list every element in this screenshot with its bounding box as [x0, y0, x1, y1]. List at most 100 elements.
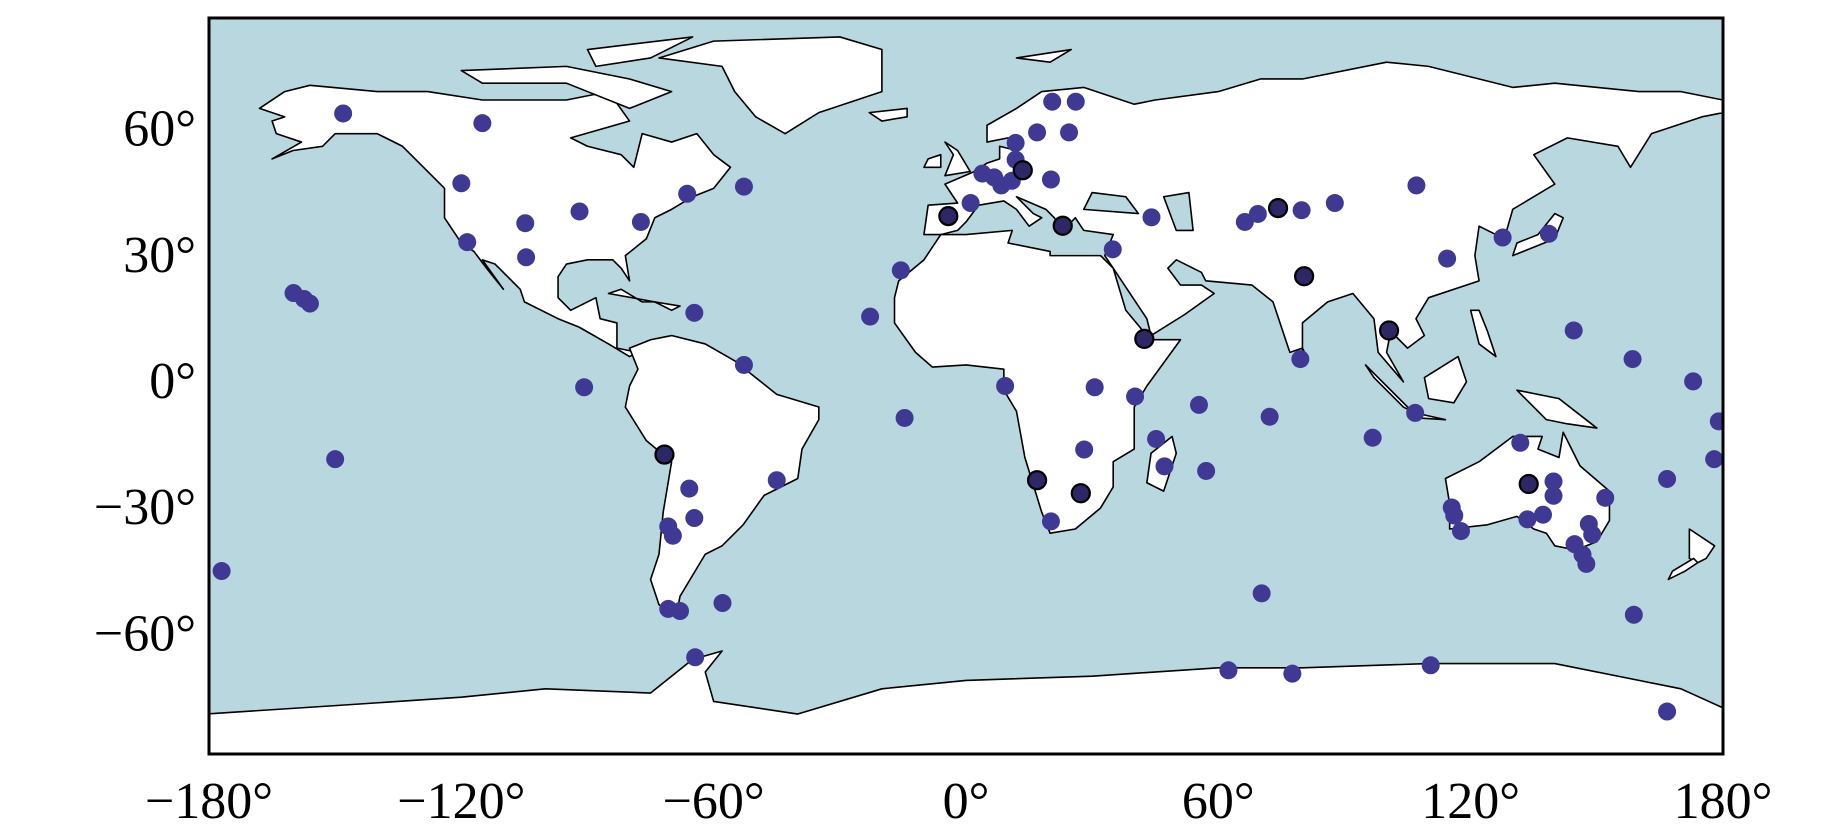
- station-point: [1026, 470, 1048, 491]
- station-point: [473, 114, 492, 133]
- station-point: [1325, 194, 1344, 213]
- philippines: [1471, 310, 1496, 356]
- cuba: [609, 289, 655, 302]
- station-point: [1041, 170, 1060, 189]
- x-tick-label: 120°: [1421, 773, 1520, 827]
- station-point: [1248, 204, 1267, 223]
- station-point: [1709, 412, 1723, 431]
- station-point: [654, 444, 675, 465]
- station-point: [1596, 488, 1615, 507]
- station-point: [663, 526, 682, 545]
- station-point: [1684, 372, 1703, 391]
- station-point: [1103, 240, 1122, 259]
- station-point: [1493, 228, 1512, 247]
- svalbard: [1016, 50, 1071, 63]
- x-tick-label: −120°: [397, 773, 525, 827]
- station-point: [1511, 433, 1530, 452]
- station-point: [891, 261, 910, 280]
- station-point: [1564, 321, 1583, 340]
- station-point: [1292, 201, 1311, 220]
- station-point: [517, 248, 536, 267]
- station-point: [516, 214, 535, 233]
- arctic-islands: [461, 66, 671, 108]
- station-point: [1291, 350, 1310, 369]
- station-point: [1451, 522, 1470, 541]
- plot-frame: [207, 16, 1725, 756]
- x-tick-label: 60°: [1182, 773, 1255, 827]
- land-group: [209, 37, 1723, 754]
- sumatra: [1366, 365, 1412, 411]
- station-point: [1197, 461, 1216, 480]
- station-point: [685, 303, 704, 322]
- station-point: [895, 408, 914, 427]
- station-point: [961, 194, 980, 213]
- x-tick-label: −60°: [663, 773, 765, 827]
- station-point: [1006, 133, 1025, 152]
- station-point: [1134, 328, 1155, 349]
- station-point: [1378, 320, 1400, 341]
- station-point: [1658, 702, 1677, 721]
- station-point: [570, 202, 589, 221]
- station-point: [1294, 266, 1315, 287]
- station-point: [1421, 656, 1440, 675]
- station-point: [1658, 469, 1677, 488]
- station-point: [1085, 378, 1104, 397]
- station-point: [938, 205, 959, 227]
- station-point: [1260, 407, 1279, 426]
- station-point: [1155, 457, 1174, 476]
- great-britain: [945, 142, 970, 176]
- station-point: [686, 648, 705, 667]
- station-point: [1142, 208, 1161, 227]
- station-point: [452, 174, 471, 193]
- station-point: [1041, 512, 1060, 531]
- station-point: [1624, 605, 1643, 624]
- new-zealand: [1689, 529, 1714, 563]
- station-point: [1147, 429, 1166, 448]
- station-point: [1518, 510, 1537, 529]
- x-tick-label: −180°: [145, 773, 273, 827]
- station-point: [1028, 123, 1047, 142]
- station-point: [1623, 350, 1642, 369]
- station-point: [212, 562, 231, 581]
- station-point: [1189, 395, 1208, 414]
- station-point: [671, 602, 690, 621]
- station-point: [767, 471, 786, 490]
- station-point: [1235, 212, 1254, 231]
- black-sea: [1084, 193, 1139, 214]
- station-point: [734, 177, 753, 196]
- points-layer: [212, 92, 1723, 721]
- y-tick-label: 0°: [149, 353, 196, 410]
- ireland: [924, 155, 941, 168]
- arctic-islands: [587, 37, 692, 66]
- station-point: [1012, 160, 1033, 181]
- station-point: [861, 307, 880, 326]
- caspian-sea: [1164, 193, 1193, 231]
- iceland: [869, 108, 907, 121]
- station-point: [458, 233, 477, 252]
- station-point: [1534, 505, 1553, 524]
- station-point: [1407, 176, 1426, 195]
- y-tick-label: 30°: [123, 227, 196, 284]
- station-point: [1445, 506, 1464, 525]
- station-point: [1544, 486, 1563, 505]
- station-point: [713, 594, 732, 613]
- station-point: [1219, 661, 1238, 680]
- station-point: [1060, 123, 1079, 142]
- station-point: [575, 378, 594, 397]
- y-tick-label: −60°: [94, 605, 196, 662]
- station-point: [1363, 428, 1382, 447]
- eurasia: [924, 62, 1723, 382]
- station-point: [1075, 440, 1094, 459]
- station-point: [685, 509, 704, 528]
- station-point: [734, 355, 753, 374]
- station-point: [1583, 525, 1602, 544]
- y-tick-label: −30°: [94, 479, 196, 536]
- hispaniola: [655, 302, 680, 310]
- new-guinea: [1517, 390, 1597, 428]
- station-point: [1252, 584, 1271, 603]
- x-tick-label: 180°: [1674, 773, 1773, 827]
- station-point: [300, 294, 319, 313]
- station-point: [1283, 664, 1302, 683]
- station-point: [1518, 473, 1539, 495]
- station-point: [631, 212, 650, 231]
